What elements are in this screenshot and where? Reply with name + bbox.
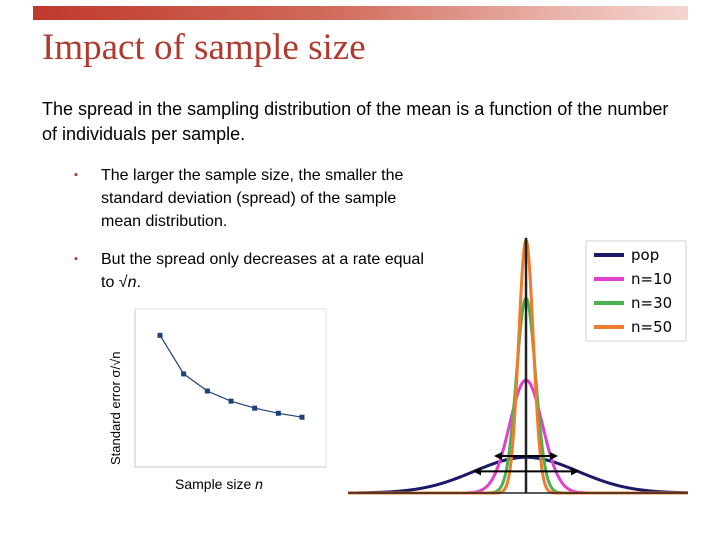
bullet-text: The larger the sample size, the smaller …	[101, 167, 404, 230]
bullet-item: ▪ The larger the sample size, the smalle…	[74, 164, 424, 233]
legend-label: pop	[631, 246, 659, 264]
intro-paragraph: The spread in the sampling distribution …	[42, 99, 669, 144]
x-axis-label-text: Sample size	[175, 476, 256, 492]
se-data-point	[181, 371, 187, 377]
y-axis-label: Standard error σ/√n	[108, 351, 123, 465]
bullet-marker: ▪	[74, 253, 78, 265]
x-axis-label-variable: n	[255, 476, 263, 492]
bullet-text-main: But the spread only decreases at a rate …	[101, 251, 424, 291]
se-data-point	[299, 414, 305, 420]
title-accent-bar	[33, 6, 688, 20]
se-data-point	[252, 405, 258, 411]
x-axis-label: Sample size n	[175, 476, 263, 492]
legend-label: n=50	[631, 318, 672, 336]
bullet-marker: ▪	[74, 169, 78, 181]
bullet-text-end: .	[136, 274, 141, 291]
bullet-item: ▪ But the spread only decreases at a rat…	[74, 248, 424, 294]
legend-box	[585, 240, 687, 342]
distribution-curve-pop	[347, 455, 689, 495]
bullet-text-variable: n	[127, 274, 137, 291]
legend-label: n=10	[631, 270, 672, 288]
se-data-point	[157, 332, 163, 338]
bullet-text: But the spread only decreases at a rate …	[101, 248, 424, 294]
page-title: Impact of sample size	[42, 27, 366, 68]
se-data-point	[228, 398, 234, 404]
se-data-point	[204, 388, 210, 394]
legend-label: n=30	[631, 294, 672, 312]
distribution-curve-n10	[348, 378, 688, 495]
se-data-point	[275, 410, 281, 416]
